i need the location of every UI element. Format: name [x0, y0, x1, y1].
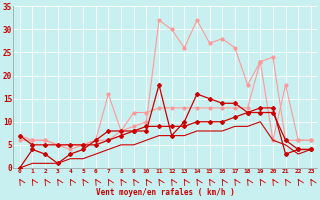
- X-axis label: Vent moyen/en rafales ( km/h ): Vent moyen/en rafales ( km/h ): [96, 188, 235, 197]
